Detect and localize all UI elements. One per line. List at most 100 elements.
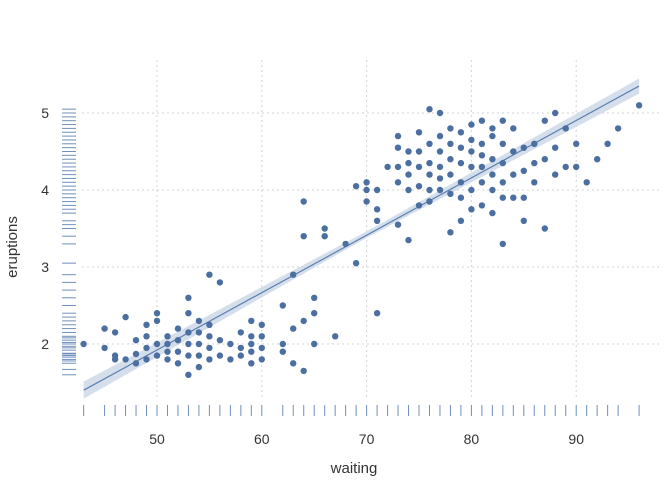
data-point (415, 202, 423, 209)
data-point (489, 186, 496, 194)
data-point (394, 221, 402, 228)
data-point (373, 186, 381, 194)
x-tick-label: 50 (149, 431, 165, 447)
data-point (489, 156, 496, 163)
data-point (143, 356, 150, 363)
data-point (541, 117, 548, 124)
data-point (426, 198, 433, 205)
data-point (216, 337, 224, 344)
data-point (373, 310, 381, 317)
data-point (436, 148, 444, 155)
data-point (531, 159, 538, 167)
data-point (153, 340, 161, 348)
data-point (457, 179, 465, 186)
data-point (185, 294, 192, 301)
data-point (258, 321, 265, 328)
y-tick-label: 4 (41, 182, 49, 198)
data-point (279, 348, 286, 355)
data-point (415, 163, 423, 171)
data-point (206, 356, 213, 363)
data-point (604, 140, 611, 147)
data-point (478, 117, 486, 124)
y-tick-label: 5 (41, 105, 49, 121)
data-point (499, 240, 506, 248)
data-point (405, 236, 412, 244)
data-point (237, 344, 244, 352)
data-point (426, 171, 433, 178)
x-axis-title: waiting (330, 460, 378, 477)
data-point (363, 198, 370, 205)
data-point (405, 186, 412, 194)
data-point (132, 360, 140, 367)
data-point (394, 163, 402, 171)
data-point (300, 367, 307, 375)
data-point (290, 325, 297, 332)
data-point (279, 340, 286, 348)
data-point (478, 163, 486, 171)
grid-lines (82, 60, 662, 398)
data-point (300, 233, 307, 240)
data-point (373, 217, 381, 224)
y-tick-label: 3 (41, 259, 49, 275)
data-point (552, 171, 559, 178)
tick-labels: 50 60 70 80 90 2 3 4 5 (41, 105, 584, 447)
data-point (206, 321, 213, 328)
data-point (206, 271, 213, 278)
data-point (143, 344, 150, 352)
data-point (248, 317, 255, 325)
data-point (143, 321, 150, 328)
x-tick-label: 60 (254, 431, 270, 447)
data-point (206, 333, 213, 340)
data-point (436, 109, 444, 117)
data-points (80, 102, 643, 378)
data-point (394, 144, 402, 151)
data-point (447, 171, 454, 178)
data-point (531, 179, 538, 186)
data-point (290, 360, 297, 367)
data-point (258, 356, 265, 363)
data-point (195, 340, 203, 348)
data-point (499, 159, 506, 167)
data-point (300, 198, 307, 205)
data-point (436, 186, 444, 194)
data-point (321, 225, 328, 232)
data-point (478, 179, 486, 186)
data-point (290, 271, 297, 278)
data-point (373, 206, 381, 213)
data-point (132, 350, 140, 358)
data-point (520, 144, 527, 151)
data-point (468, 121, 475, 128)
data-point (174, 325, 182, 332)
data-point (562, 125, 569, 132)
data-point (457, 194, 465, 201)
data-point (248, 360, 255, 367)
data-point (321, 233, 328, 240)
data-point (426, 186, 433, 194)
data-point (258, 333, 265, 340)
data-point (174, 337, 182, 344)
data-point (311, 294, 318, 301)
data-point (248, 340, 255, 348)
data-point (499, 117, 506, 124)
data-point (478, 140, 486, 147)
data-point (447, 190, 454, 197)
data-point (583, 179, 590, 186)
data-point (457, 144, 465, 151)
data-point (573, 163, 580, 171)
rug-marks (62, 108, 640, 416)
data-point (562, 163, 569, 171)
data-point (457, 129, 465, 136)
data-point (227, 340, 234, 348)
data-point (520, 217, 527, 224)
data-point (447, 125, 454, 132)
data-point (153, 317, 161, 325)
data-point (531, 140, 538, 147)
data-point (415, 148, 423, 155)
data-point (405, 148, 412, 155)
data-point (405, 159, 412, 167)
data-point (185, 329, 192, 336)
data-point (478, 202, 486, 209)
data-point (426, 106, 433, 113)
data-point (499, 194, 506, 201)
data-point (426, 159, 433, 167)
